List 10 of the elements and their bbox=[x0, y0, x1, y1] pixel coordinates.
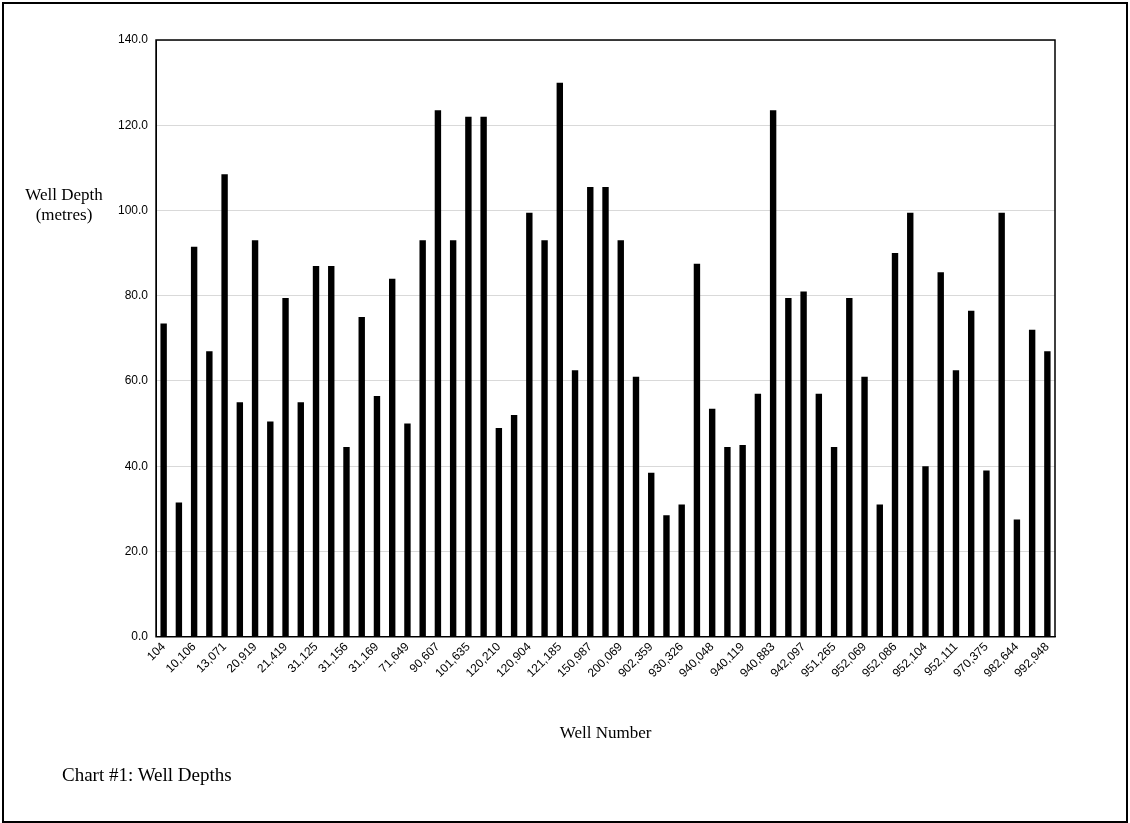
y-tick-label: 120.0 bbox=[118, 117, 149, 132]
y-tick-label: 80.0 bbox=[124, 288, 149, 303]
x-axis-title: Well Number bbox=[559, 723, 652, 743]
y-tick-label: 100.0 bbox=[118, 202, 149, 217]
y-axis-title: Well Depth (metres) bbox=[24, 185, 104, 225]
y-tick-label: 20.0 bbox=[124, 543, 149, 558]
y-tick-label: 40.0 bbox=[124, 458, 149, 473]
text: Chart #1: Well Depths bbox=[62, 764, 232, 786]
y-tick-label: 60.0 bbox=[124, 373, 149, 388]
y-tick-label: 140.0 bbox=[118, 32, 149, 47]
